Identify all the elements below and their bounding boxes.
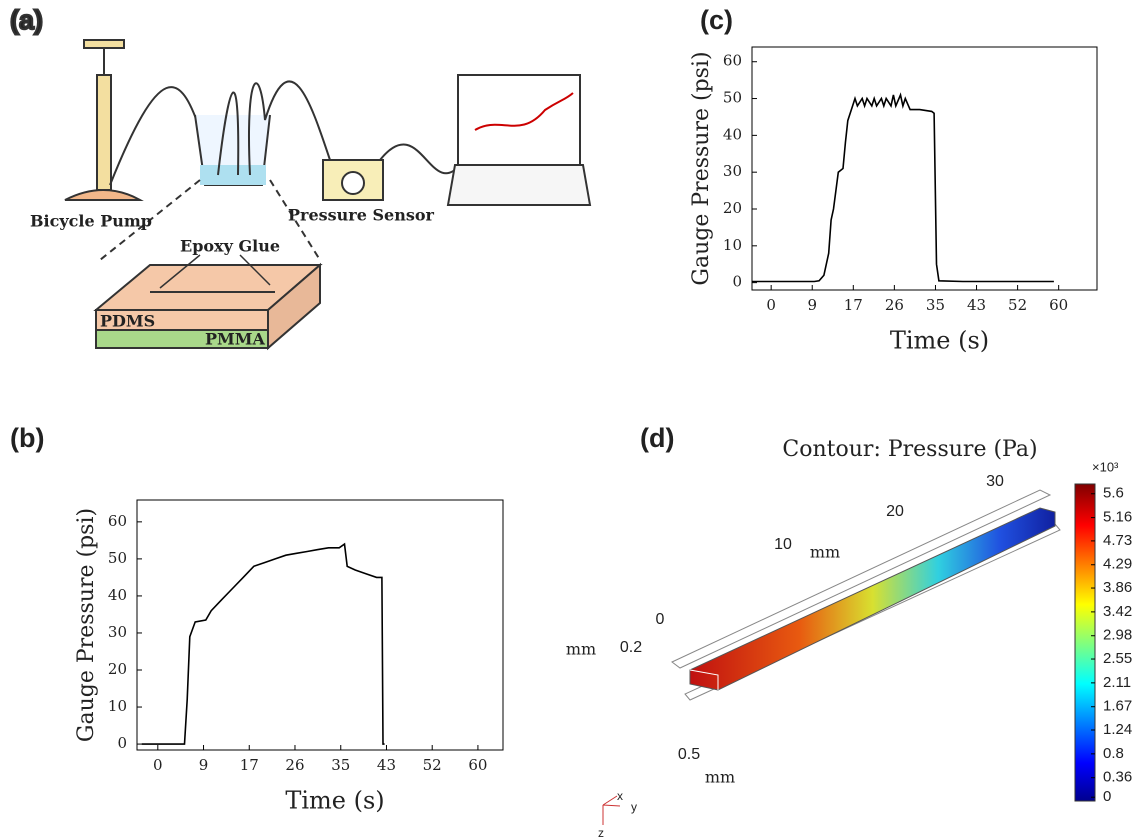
x-axis-label: Time (s)	[285, 787, 384, 815]
colorbar-tick-label: 0	[1103, 788, 1111, 805]
label: Bicycle Pump	[30, 212, 152, 231]
axis-text: 20	[886, 503, 904, 520]
triad	[602, 795, 621, 825]
panel-label: (c)	[700, 5, 733, 35]
colorbar-tick-label: 5.6	[1103, 485, 1124, 502]
x-tick-label: 43	[377, 756, 396, 774]
axis-text: 10	[774, 536, 792, 553]
axis-text: 0	[656, 611, 665, 628]
axis-text: mm	[566, 640, 596, 659]
label: Epoxy Glue	[180, 237, 280, 256]
x-tick-label: 26	[285, 756, 304, 774]
colorbar	[1074, 483, 1096, 802]
x-tick-label: 17	[844, 296, 863, 314]
x-tick-label: 52	[423, 756, 442, 774]
x-tick-label: 35	[331, 756, 350, 774]
label: PDMS	[100, 312, 155, 331]
x-tick-label: 9	[807, 296, 817, 314]
panel-label: (a)	[10, 5, 43, 35]
panel-label: (b)	[10, 423, 44, 453]
y-tick-label: 20	[108, 660, 127, 678]
mesh-outline	[671, 489, 1052, 669]
label: PMMA	[205, 330, 265, 349]
axis-text: 30	[986, 473, 1004, 490]
contour-3d	[671, 489, 1061, 701]
colorbar-tick-label: 1.67	[1103, 698, 1132, 715]
colorbar-tick-label: 3.86	[1103, 579, 1132, 596]
x-tick-label: 9	[199, 756, 209, 774]
y-tick-label: 60	[108, 512, 127, 530]
x-tick-label: 35	[926, 296, 945, 314]
y-tick-label: 20	[723, 199, 742, 217]
plot-frame	[751, 46, 1098, 291]
panel-label: (d)	[640, 423, 674, 453]
y-axis-label: Gauge Pressure (psi)	[689, 51, 714, 285]
colorbar-tick-label: 2.98	[1103, 627, 1132, 644]
laptop-keyboard	[446, 164, 592, 206]
colorbar-tick-label: 2.11	[1103, 674, 1131, 691]
y-tick-label: 0	[732, 273, 742, 291]
colorbar-tick-label: 5.16	[1103, 509, 1132, 526]
colorbar-tick-label: 2.55	[1103, 650, 1132, 667]
x-axis-label: Time (s)	[890, 327, 989, 355]
colorbar-tick-label: 0.8	[1103, 745, 1124, 762]
water	[200, 165, 266, 185]
laptop-screen	[457, 74, 581, 166]
axis-text: mm	[810, 543, 840, 562]
x-tick-label: 0	[766, 296, 776, 314]
zoom-lines	[99, 179, 321, 261]
colorbar-tick-label: 4.73	[1103, 532, 1132, 549]
y-tick-label: 30	[108, 623, 127, 641]
pump-base	[64, 189, 144, 201]
setup-diagram: (a) Bicycle Pump Pressure Sensor Epoxy G…	[9, 4, 592, 351]
chip-side	[267, 262, 321, 351]
tube	[109, 86, 201, 186]
axis-text: mm	[705, 768, 735, 787]
axis-text: 0.5	[678, 746, 700, 763]
colorbar-tick-label: 0.36	[1103, 769, 1132, 786]
y-tick-label: 50	[108, 549, 127, 567]
cable	[379, 143, 461, 175]
x-tick-label: 0	[153, 756, 163, 774]
x-tick-label: 52	[1008, 296, 1027, 314]
y-tick-label: 40	[108, 586, 127, 604]
y-tick-label: 40	[723, 125, 742, 143]
label: Pressure Sensor	[288, 206, 435, 225]
x-tick-label: 26	[885, 296, 904, 314]
pump-handle	[83, 39, 125, 49]
triad-label: y	[631, 800, 637, 814]
screen-curve	[474, 92, 574, 131]
data-line	[752, 92, 1054, 283]
plot-title: Contour: Pressure (Pa)	[782, 437, 1037, 462]
y-tick-label: 60	[723, 52, 742, 70]
gauge	[341, 171, 365, 195]
y-tick-label: 50	[723, 89, 742, 107]
y-tick-label: 10	[108, 697, 127, 715]
x-tick-label: 60	[1049, 296, 1068, 314]
x-tick-label: 17	[240, 756, 259, 774]
x-tick-label: 60	[468, 756, 487, 774]
tube	[217, 80, 331, 176]
colorbar-tick-label: 1.24	[1103, 721, 1132, 738]
colorbar-tick-label: 3.42	[1103, 603, 1132, 620]
triad-label: z	[598, 826, 604, 839]
x-tick-label: 43	[967, 296, 986, 314]
data-line	[141, 542, 385, 745]
colorbar-multiplier: ×10³	[1092, 459, 1119, 474]
axis-text: 0.2	[620, 639, 642, 656]
pressure-bar	[689, 507, 1056, 691]
arrows	[159, 254, 271, 289]
triad-label: x	[617, 789, 623, 803]
plot-frame	[136, 499, 504, 751]
y-tick-label: 10	[723, 236, 742, 254]
y-tick-label: 0	[117, 734, 127, 752]
bar-edge	[689, 669, 719, 690]
pump-body	[96, 74, 112, 191]
colorbar-tick-label: 4.29	[1103, 556, 1132, 573]
y-axis-label: Gauge Pressure (psi)	[74, 508, 99, 742]
y-tick-label: 30	[723, 162, 742, 180]
